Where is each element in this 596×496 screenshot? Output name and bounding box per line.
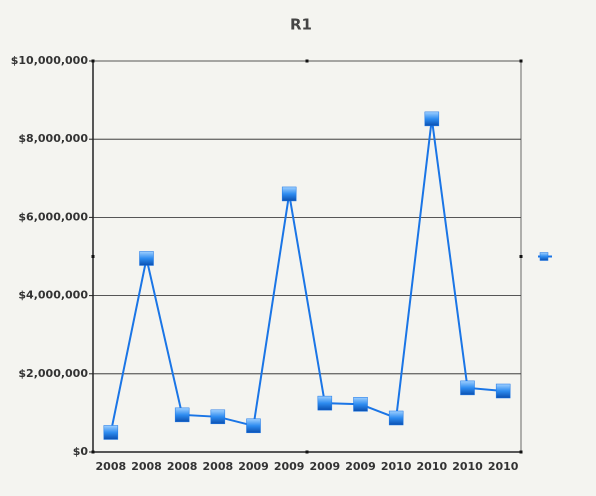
x-tick-label: 2008: [167, 460, 198, 473]
y-tick-label: $8,000,000: [18, 132, 88, 145]
point-marker: [210, 409, 226, 425]
point-marker: [103, 425, 119, 440]
point-marker: [246, 418, 261, 434]
corner-dot: [519, 59, 523, 63]
corner-dot: [91, 59, 95, 63]
series-line: [109, 118, 504, 433]
y-tick-label: $4,000,000: [18, 289, 88, 302]
x-tick-label: 2010: [452, 460, 483, 473]
y-tick-label: $6,000,000: [18, 210, 88, 223]
point-marker: [424, 111, 440, 127]
point-marker: [317, 395, 333, 411]
y-tick-label: $10,000,000: [11, 54, 89, 67]
corner-dot: [519, 450, 523, 454]
corner-dot: [519, 255, 523, 258]
x-tick-label: 2008: [96, 460, 127, 473]
x-tick-label: 2010: [417, 460, 448, 473]
legend-marker: [539, 252, 549, 261]
y-tick-label: $2,000,000: [18, 367, 88, 380]
point-marker: [174, 407, 190, 423]
corner-dot: [91, 255, 95, 258]
y-tick-label: $0: [73, 445, 89, 458]
x-tick-label: 2009: [345, 460, 376, 473]
point-marker: [353, 397, 368, 412]
x-tick-label: 2010: [381, 460, 412, 473]
point-marker: [460, 380, 475, 396]
point-marker: [139, 251, 154, 266]
x-tick-label: 2008: [203, 460, 234, 473]
corner-dot: [305, 450, 309, 454]
corner-dot: [91, 450, 95, 454]
point-marker: [388, 410, 404, 426]
x-tick-label: 2009: [310, 460, 341, 473]
x-tick-label: 2009: [238, 460, 269, 473]
chart-title: R1: [290, 16, 312, 34]
x-tick-label: 2008: [131, 460, 162, 473]
x-tick-label: 2009: [274, 460, 305, 473]
x-tick-label: 2010: [488, 460, 519, 473]
point-marker: [281, 186, 297, 202]
point-marker: [495, 383, 511, 399]
corner-dot: [305, 59, 309, 63]
